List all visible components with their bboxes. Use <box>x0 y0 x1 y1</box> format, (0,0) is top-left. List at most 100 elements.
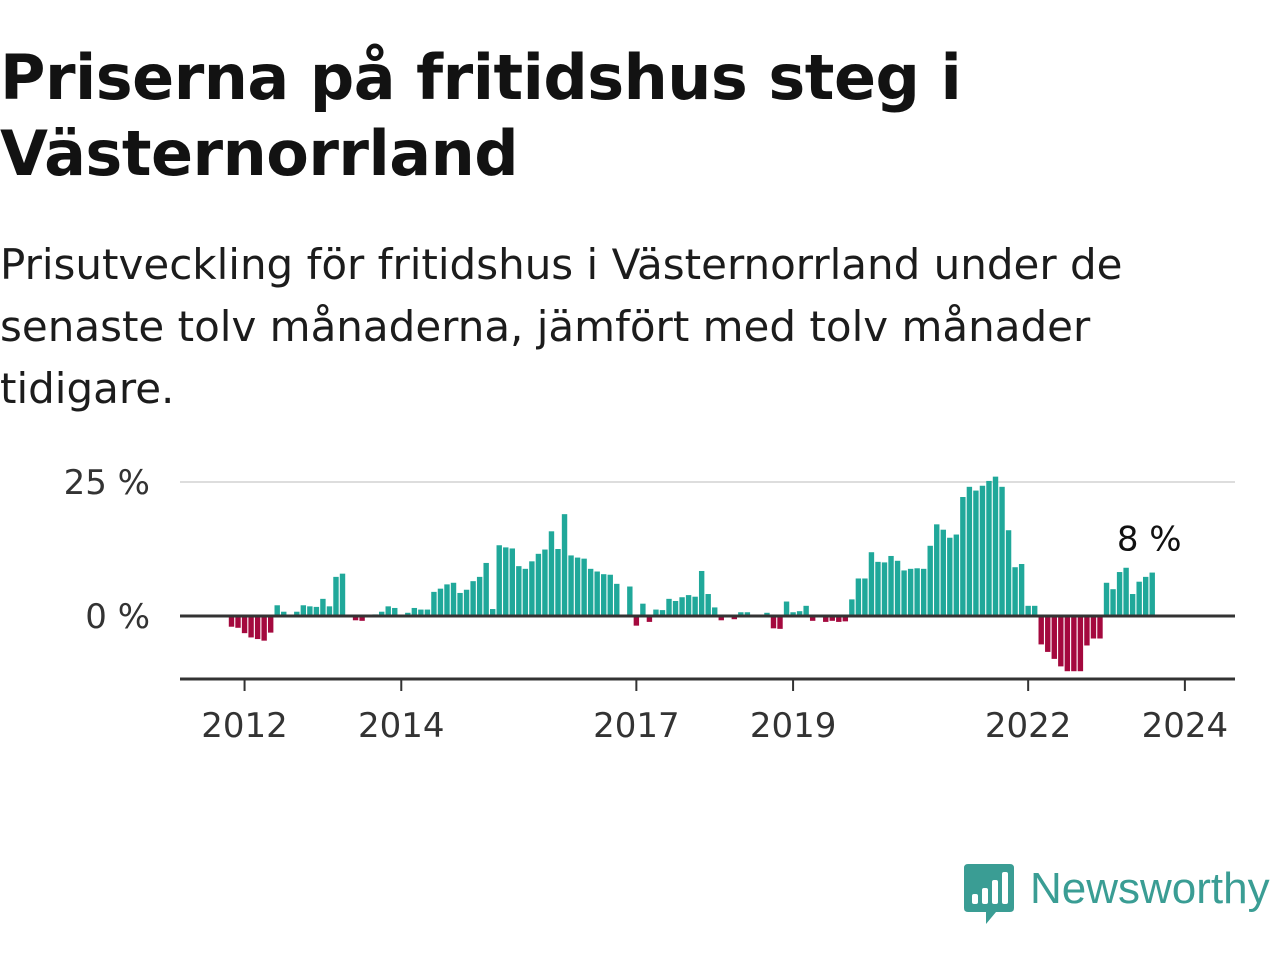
brand-logo: Newsworthy <box>962 860 1270 930</box>
bar <box>914 568 920 616</box>
bar <box>1051 616 1057 659</box>
bar <box>698 570 705 616</box>
y-tick-label: 0 % <box>85 597 150 637</box>
bar <box>633 616 640 626</box>
bar <box>927 545 933 616</box>
bar <box>457 592 463 616</box>
bar <box>607 574 613 616</box>
bar <box>1129 594 1136 616</box>
bar <box>992 476 999 616</box>
chart-subtitle: Prisutveckling för fritidshus i Västerno… <box>0 240 1123 413</box>
bar <box>437 588 444 616</box>
bar <box>862 578 868 616</box>
bar <box>1012 567 1018 616</box>
bar <box>574 557 581 616</box>
bar <box>1110 589 1116 616</box>
bar <box>718 616 724 621</box>
bar <box>378 611 385 616</box>
bar <box>659 610 666 616</box>
bar <box>483 562 489 616</box>
bar <box>809 616 816 621</box>
bar <box>542 549 548 616</box>
bar <box>509 548 515 616</box>
bar <box>999 486 1005 616</box>
axis-labels: 0 % 25 % 2012 2014 2017 2019 2022 2024 8 % <box>64 463 1229 740</box>
bar <box>803 605 809 616</box>
bar <box>894 560 901 616</box>
bar <box>1077 616 1084 672</box>
bar <box>1084 616 1090 646</box>
bar <box>986 480 992 616</box>
bar <box>646 616 653 622</box>
bar <box>790 612 796 616</box>
bar <box>849 599 855 616</box>
bar <box>842 616 849 622</box>
bar <box>490 609 496 616</box>
bar <box>1097 616 1103 639</box>
bar <box>424 609 431 616</box>
bar <box>640 603 646 616</box>
bar <box>614 583 620 616</box>
x-tick-label: 2012 <box>201 706 288 740</box>
bar <box>1045 616 1051 652</box>
bar <box>627 586 633 616</box>
bar <box>888 555 894 616</box>
x-tick-label: 2024 <box>1142 706 1229 740</box>
bar <box>875 561 881 616</box>
bar <box>535 553 542 616</box>
bar <box>274 605 280 616</box>
bar <box>901 570 907 616</box>
bar <box>764 612 770 616</box>
bar <box>1123 567 1129 616</box>
bar-chart: 0 % 25 % 2012 2014 2017 2019 2022 2024 8 % <box>64 463 1235 740</box>
bar <box>1064 616 1071 672</box>
bar <box>953 534 960 616</box>
bar <box>692 596 698 616</box>
bar <box>973 490 979 616</box>
bar <box>934 524 940 616</box>
bar <box>235 616 241 628</box>
bar <box>979 485 986 616</box>
bar <box>1058 616 1064 667</box>
bar <box>313 606 320 616</box>
bar <box>254 616 261 640</box>
bar <box>783 601 790 616</box>
bar <box>1136 581 1142 616</box>
bar <box>1103 582 1110 616</box>
bar-chart-speech-icon <box>964 864 1014 924</box>
bar <box>548 531 555 616</box>
chart-title: Priserna på fritidshus steg i Västernorr… <box>0 41 962 190</box>
bar <box>522 568 529 616</box>
bar <box>444 584 450 616</box>
bar <box>405 612 411 616</box>
bar <box>568 555 574 616</box>
bar <box>920 568 927 616</box>
bar <box>411 607 418 616</box>
bar <box>777 616 783 629</box>
bar <box>418 609 424 616</box>
bar <box>1025 605 1031 616</box>
bar <box>666 598 672 616</box>
last-value-label: 8 % <box>1117 520 1182 560</box>
bar <box>1143 576 1149 616</box>
bar <box>476 576 483 616</box>
bar <box>281 611 287 616</box>
bar <box>881 562 888 616</box>
bar <box>496 545 502 616</box>
bar <box>431 591 437 616</box>
bar <box>1116 572 1123 616</box>
bar <box>601 574 607 616</box>
bar <box>248 616 254 638</box>
bar <box>770 616 777 629</box>
bar <box>1005 530 1012 616</box>
bar <box>300 605 307 616</box>
x-tick-label: 2014 <box>358 706 445 740</box>
bar <box>450 582 457 616</box>
bar <box>320 598 326 616</box>
bar <box>1090 616 1097 639</box>
bar <box>339 573 346 616</box>
bar <box>561 514 568 616</box>
bar <box>463 589 470 616</box>
bar <box>685 595 692 616</box>
bar <box>529 561 535 616</box>
